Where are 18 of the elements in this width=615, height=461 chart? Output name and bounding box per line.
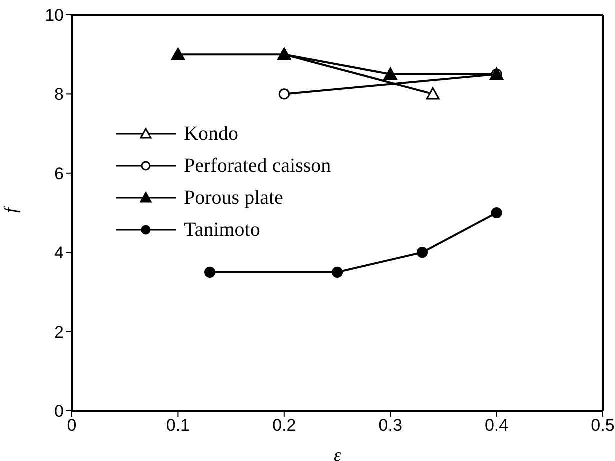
y-tick-label: 6 — [54, 164, 64, 184]
y-tick-label: 10 — [45, 6, 64, 26]
x-tick-label: 0.2 — [272, 416, 296, 436]
y-axis-title: f — [0, 205, 20, 213]
y-tick-label: 8 — [54, 85, 64, 104]
x-tick-label: 0.1 — [166, 416, 190, 436]
legend-label: Tanimoto — [184, 218, 260, 242]
legend-label: Perforated caisson — [184, 154, 332, 178]
x-tick-label: 0.4 — [484, 416, 509, 436]
y-tick-label: 4 — [54, 244, 64, 263]
x-tick-label: 0 — [67, 416, 77, 436]
y-tick-label: 2 — [54, 322, 64, 342]
legend-label: Kondo — [184, 122, 238, 146]
x-axis-title: ε — [334, 445, 342, 461]
y-tick-label: 0 — [54, 402, 64, 422]
x-tick-label: 0.3 — [378, 416, 402, 436]
x-tick-label: 0.5 — [591, 416, 615, 436]
legend-label: Porous plate — [184, 186, 284, 210]
